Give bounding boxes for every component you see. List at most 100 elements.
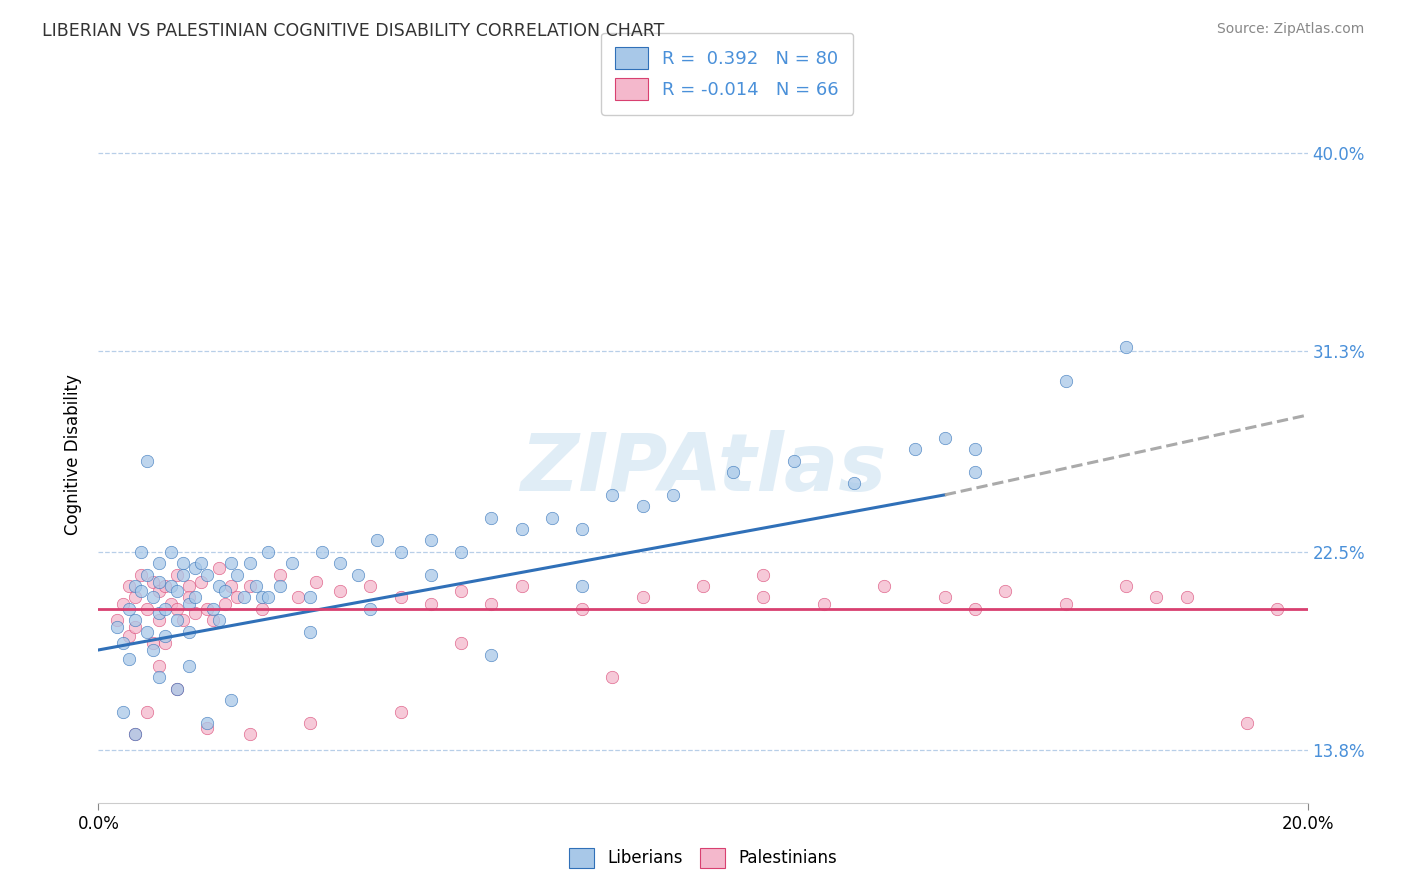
Point xyxy=(124,727,146,741)
Point xyxy=(135,602,157,616)
Text: Source: ZipAtlas.com: Source: ZipAtlas.com xyxy=(1216,22,1364,37)
Point xyxy=(661,488,683,502)
Point xyxy=(366,533,388,548)
Point xyxy=(221,556,243,570)
Point xyxy=(148,670,170,684)
Point xyxy=(994,583,1017,598)
Point xyxy=(420,567,443,582)
Point xyxy=(184,561,207,575)
Point xyxy=(389,545,412,559)
Point xyxy=(160,545,183,559)
Point xyxy=(105,620,128,634)
Point xyxy=(420,533,443,548)
Point xyxy=(1115,579,1137,593)
Point xyxy=(166,681,188,696)
Point xyxy=(571,602,593,616)
Point xyxy=(752,591,775,605)
Point xyxy=(153,579,176,593)
Point xyxy=(389,705,412,719)
Point xyxy=(179,598,201,612)
Point xyxy=(329,556,352,570)
Point xyxy=(347,567,370,582)
Point xyxy=(934,431,956,445)
Point xyxy=(269,567,291,582)
Point xyxy=(226,567,249,582)
Point xyxy=(1236,715,1258,730)
Point xyxy=(214,598,236,612)
Point xyxy=(1115,340,1137,354)
Point xyxy=(965,602,987,616)
Point xyxy=(153,602,176,616)
Point xyxy=(179,624,201,639)
Point xyxy=(299,624,322,639)
Point xyxy=(124,591,146,605)
Point xyxy=(239,727,262,741)
Point xyxy=(256,545,278,559)
Point xyxy=(142,636,165,650)
Point xyxy=(287,591,309,605)
Point xyxy=(221,579,243,593)
Point xyxy=(311,545,333,559)
Text: LIBERIAN VS PALESTINIAN COGNITIVE DISABILITY CORRELATION CHART: LIBERIAN VS PALESTINIAN COGNITIVE DISABI… xyxy=(42,22,665,40)
Point xyxy=(844,476,866,491)
Point xyxy=(148,613,170,627)
Point xyxy=(195,567,218,582)
Point xyxy=(904,442,927,457)
Point xyxy=(631,500,654,514)
Point xyxy=(450,583,472,598)
Point xyxy=(135,624,157,639)
Point xyxy=(118,652,141,666)
Point xyxy=(226,591,249,605)
Point xyxy=(221,693,243,707)
Point xyxy=(281,556,304,570)
Point xyxy=(179,659,201,673)
Point xyxy=(148,659,170,673)
Point xyxy=(360,579,382,593)
Point xyxy=(105,613,128,627)
Point xyxy=(571,579,593,593)
Point xyxy=(135,453,157,467)
Point xyxy=(124,727,146,741)
Point xyxy=(692,579,714,593)
Point xyxy=(752,567,775,582)
Point xyxy=(148,556,170,570)
Point xyxy=(172,567,194,582)
Point xyxy=(148,607,170,621)
Point xyxy=(111,598,134,612)
Point xyxy=(450,545,472,559)
Point xyxy=(179,591,201,605)
Point xyxy=(118,579,141,593)
Legend: Liberians, Palestinians: Liberians, Palestinians xyxy=(562,841,844,875)
Point xyxy=(420,598,443,612)
Point xyxy=(1267,602,1289,616)
Point xyxy=(250,602,273,616)
Y-axis label: Cognitive Disability: Cognitive Disability xyxy=(63,375,82,535)
Point xyxy=(723,465,745,479)
Point xyxy=(166,567,188,582)
Point xyxy=(1146,591,1168,605)
Point xyxy=(450,636,472,650)
Point xyxy=(299,591,322,605)
Point xyxy=(783,453,806,467)
Point xyxy=(124,579,146,593)
Point xyxy=(166,583,188,598)
Point xyxy=(148,583,170,598)
Point xyxy=(329,583,352,598)
Point xyxy=(202,602,225,616)
Point xyxy=(160,598,183,612)
Point xyxy=(111,636,134,650)
Point xyxy=(481,648,503,662)
Point xyxy=(965,465,987,479)
Point xyxy=(602,488,624,502)
Point xyxy=(142,643,165,657)
Point xyxy=(142,591,165,605)
Point xyxy=(269,579,291,593)
Point xyxy=(166,602,188,616)
Point xyxy=(602,670,624,684)
Point xyxy=(540,510,562,524)
Point xyxy=(129,567,152,582)
Point xyxy=(195,602,218,616)
Point xyxy=(118,602,141,616)
Point xyxy=(195,715,218,730)
Point xyxy=(153,629,176,643)
